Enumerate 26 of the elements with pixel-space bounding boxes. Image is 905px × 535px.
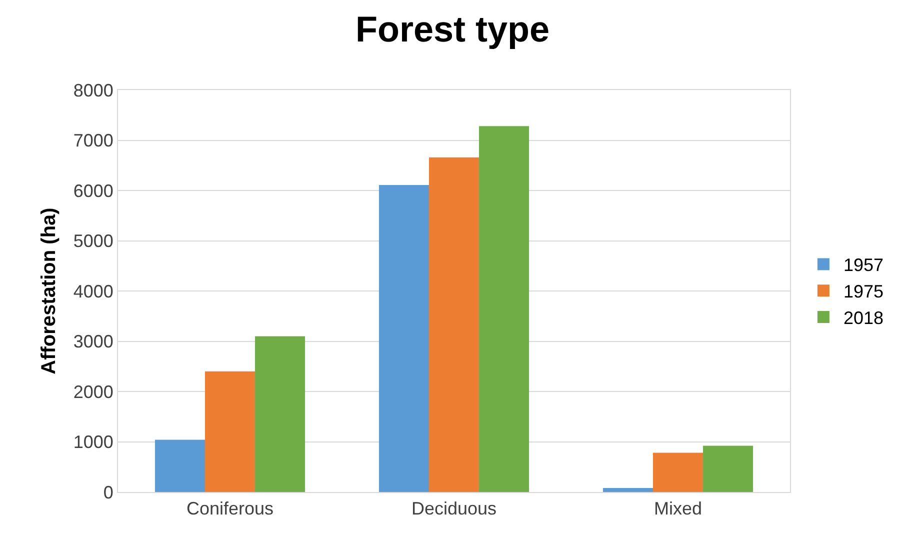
y-tick-label: 0 xyxy=(103,482,114,502)
x-tick-label: Coniferous xyxy=(186,498,274,519)
legend-label: 1957 xyxy=(843,255,884,276)
x-tick-label: Mixed xyxy=(654,498,702,519)
legend-label: 1975 xyxy=(843,282,884,302)
bar xyxy=(255,336,306,492)
bar xyxy=(602,488,653,492)
chart-title: Forest type xyxy=(355,8,550,50)
x-tick-label: Deciduous xyxy=(411,498,497,519)
bar xyxy=(378,184,429,492)
y-tick-label: 7000 xyxy=(73,130,114,151)
y-tick-label: 4000 xyxy=(73,281,114,302)
y-tick-label: 6000 xyxy=(73,180,114,201)
y-tick-label: 2000 xyxy=(73,382,114,402)
y-tick-label: 8000 xyxy=(73,80,114,100)
y-axis-title: Afforestation (ha) xyxy=(38,208,60,374)
bar xyxy=(154,440,205,492)
bar xyxy=(204,371,256,492)
y-tick-label: 1000 xyxy=(73,432,114,452)
legend-label: 2018 xyxy=(843,308,884,328)
bar xyxy=(652,452,704,492)
bar xyxy=(428,157,480,492)
y-tick-label: 5000 xyxy=(73,231,114,252)
bar xyxy=(703,446,754,492)
y-tick-label: 3000 xyxy=(73,332,114,352)
bar xyxy=(479,126,530,492)
